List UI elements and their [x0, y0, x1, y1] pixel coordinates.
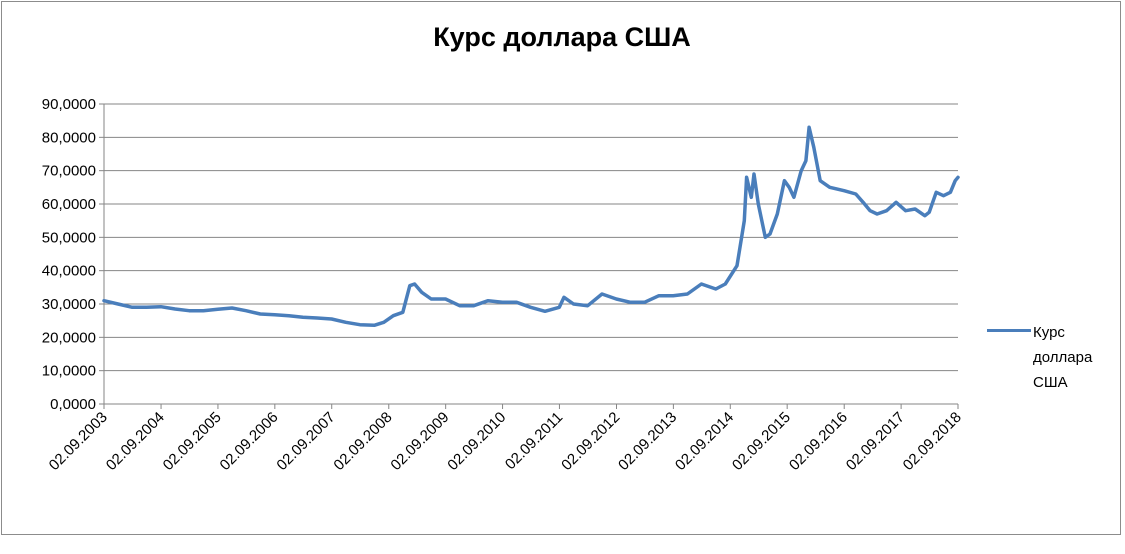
legend-swatch	[987, 329, 1031, 332]
y-tick-label: 60,0000	[42, 196, 96, 213]
chart-plot: 0,0000 10,0000 20,0000 30,0000 40,0000 50,000…	[42, 96, 965, 474]
y-tick-label: 40,0000	[42, 263, 96, 280]
y-tick-label: 10,0000	[42, 363, 96, 380]
x-tick-label: 02.09.2009	[387, 409, 452, 474]
legend-label: Курс доллара США	[1033, 324, 1093, 391]
chart-frame: Курс доллара США 0,0000 10,0000 20,0000 30,…	[1, 1, 1121, 535]
x-tick-label: 02.09.2005	[160, 409, 225, 474]
axis-layer	[99, 103, 959, 409]
grid-layer	[104, 103, 958, 372]
x-tick-label: 02.09.2008	[330, 409, 395, 474]
x-tick-label: 02.09.2007	[273, 409, 338, 474]
series-layer	[102, 125, 960, 328]
y-tick-label: 0,0000	[50, 396, 96, 413]
y-tick-label: 90,0000	[42, 96, 96, 113]
x-tick-label: 02.09.2012	[558, 409, 623, 474]
x-tick-label: 02.09.2016	[786, 409, 851, 474]
y-tick-label: 50,0000	[42, 229, 96, 246]
y-tick-label: 80,0000	[42, 129, 96, 146]
x-tick-label: 02.09.2011	[502, 409, 566, 473]
x-tick-label: 02.09.2015	[729, 409, 794, 474]
y-tick-label: 20,0000	[42, 329, 96, 346]
y-tick-label: 70,0000	[42, 163, 96, 180]
x-tick-label: 02.09.2004	[103, 409, 168, 474]
x-tick-label: 02.09.2014	[672, 409, 737, 474]
x-tick-label: 02.09.2017	[843, 409, 908, 474]
x-tick-label: 02.09.2006	[217, 409, 282, 474]
x-tick-label: 02.09.2013	[615, 409, 680, 474]
x-tick-label: 02.09.2010	[444, 409, 509, 474]
x-tick-label: 02.09.2018	[900, 409, 965, 474]
y-tick-label: 30,0000	[42, 296, 96, 313]
x-tick-label: 02.09.2003	[46, 409, 111, 474]
label-layer: 0,0000 10,0000 20,0000 30,0000 40,0000 50,000…	[42, 96, 965, 474]
chart-title: Курс доллара США	[433, 22, 691, 52]
series-line	[102, 125, 960, 328]
